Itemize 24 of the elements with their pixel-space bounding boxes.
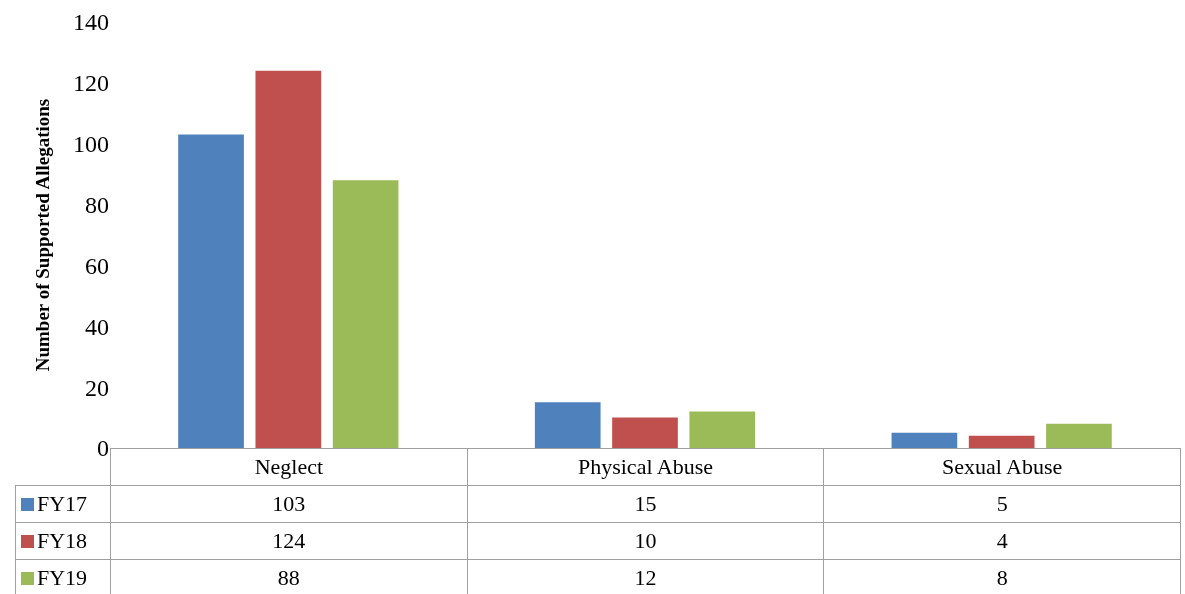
data-label: 10 [467, 522, 824, 560]
legend-label: FY19 [15, 559, 111, 594]
data-label: 4 [823, 522, 1181, 560]
y-tick-label: 60 [85, 252, 109, 279]
y-tick-label: 40 [85, 313, 109, 340]
legend-label: FY18 [15, 522, 111, 560]
data-label: 124 [110, 522, 468, 560]
x-tick-label: Sexual Abuse [823, 448, 1181, 486]
data-label: 103 [110, 485, 468, 523]
y-axis-title: Number of Supported Allegations [31, 98, 53, 372]
data-label: 5 [823, 485, 1181, 523]
data-label: 8 [823, 559, 1181, 594]
x-tick-label: Neglect [110, 448, 468, 486]
y-tick-label: 140 [73, 9, 109, 36]
y-tick-label: 80 [85, 191, 109, 218]
y-tick-label: 0 [97, 435, 109, 462]
x-tick-label: Physical Abuse [467, 448, 824, 486]
y-tick-label: 120 [73, 70, 109, 97]
y-tick-label: 100 [73, 131, 109, 158]
data-label: 12 [467, 559, 824, 594]
legend-label: FY17 [15, 485, 111, 523]
data-label: 88 [110, 559, 468, 594]
data-label: 15 [467, 485, 824, 523]
y-tick-label: 20 [85, 374, 109, 401]
